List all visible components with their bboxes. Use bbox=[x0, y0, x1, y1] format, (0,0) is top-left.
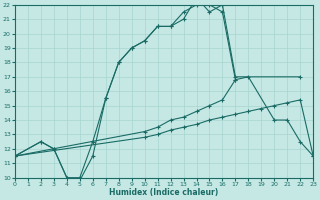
X-axis label: Humidex (Indice chaleur): Humidex (Indice chaleur) bbox=[109, 188, 219, 197]
